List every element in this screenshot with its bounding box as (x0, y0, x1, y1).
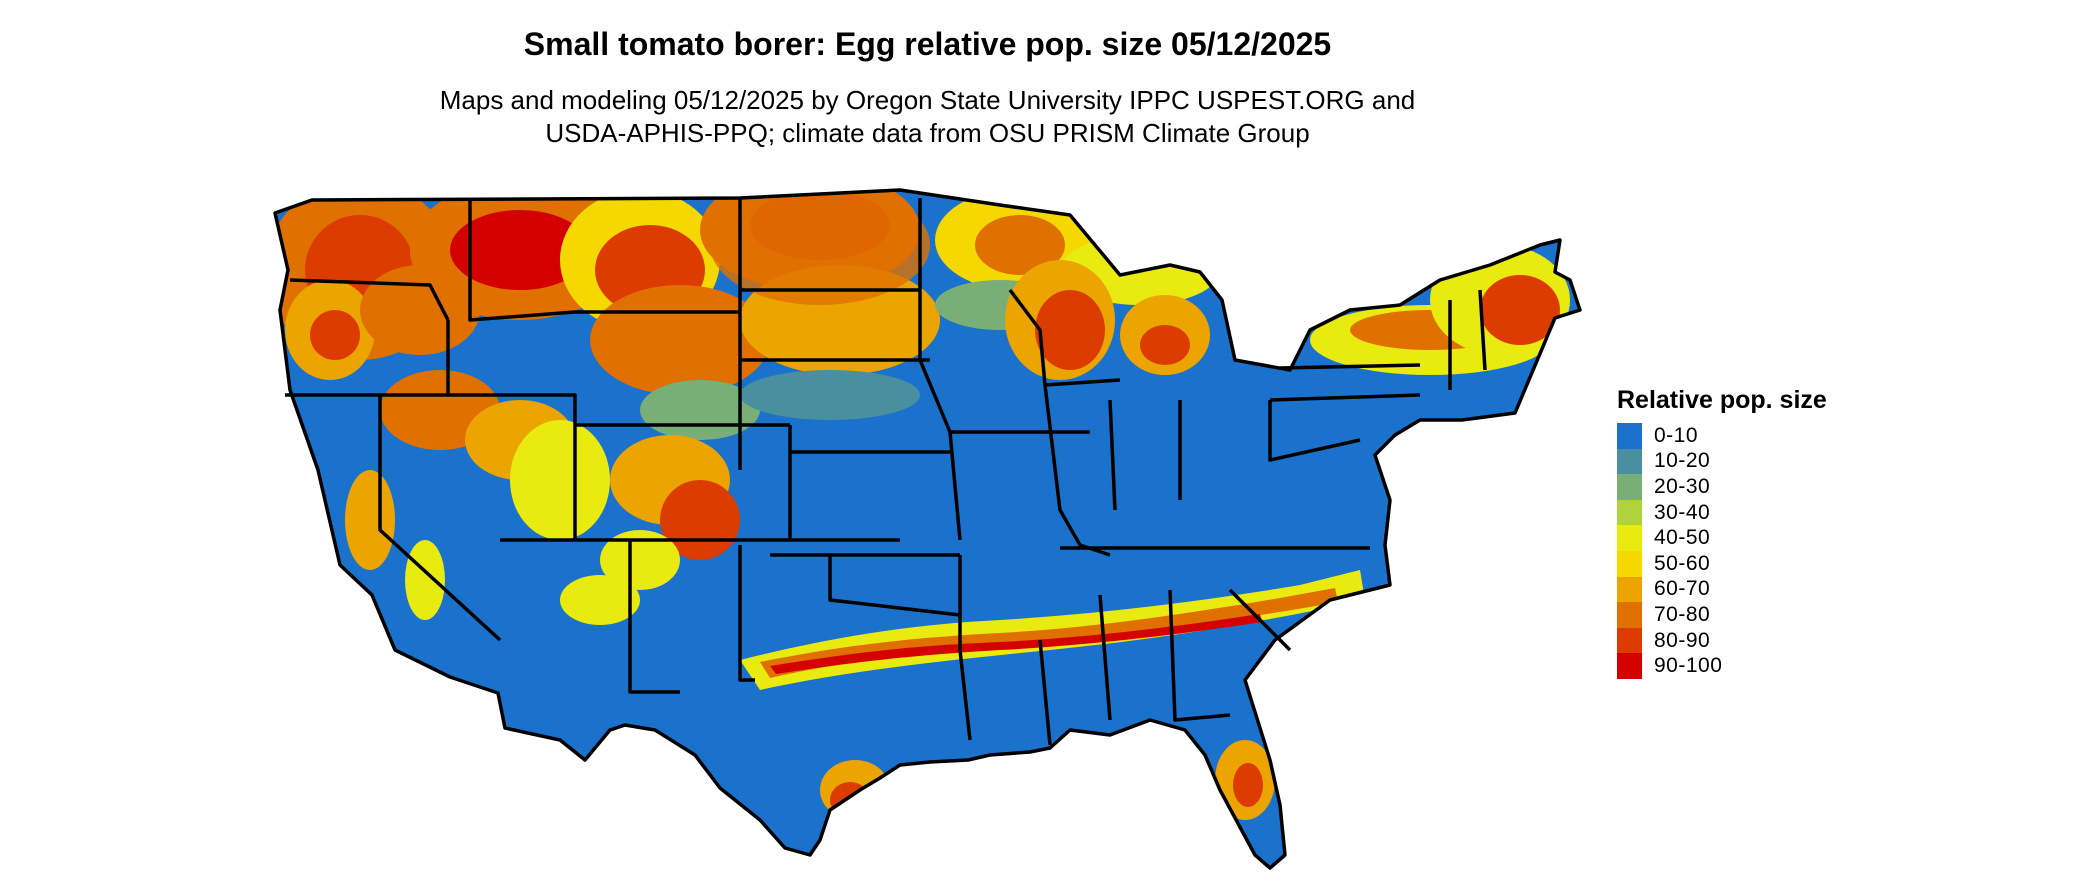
legend-title: Relative pop. size (1617, 386, 1827, 414)
legend-label: 70-80 (1654, 602, 1711, 626)
legend-label: 60-70 (1654, 577, 1711, 601)
legend-swatch (1617, 499, 1642, 526)
subtitle-line-2: USDA-APHIS-PPQ; climate data from OSU PR… (545, 118, 1310, 148)
legend-item: 70-80 (1617, 602, 1827, 628)
legend-item: 0-10 (1617, 423, 1827, 449)
subtitle-line-1: Maps and modeling 05/12/2025 by Oregon S… (439, 85, 1416, 115)
national-outline (273, 188, 1582, 870)
us-map (273, 188, 1582, 870)
legend-swatch (1617, 602, 1642, 628)
map-subtitle: Maps and modeling 05/12/2025 by Oregon S… (0, 84, 1855, 150)
legend-label: 10-20 (1654, 449, 1711, 473)
legend-label: 90-100 (1654, 654, 1723, 678)
legend-label: 0-10 (1654, 423, 1699, 447)
legend-label: 80-90 (1654, 628, 1711, 652)
legend-item: 30-40 (1617, 499, 1827, 526)
legend-label: 50-60 (1654, 551, 1711, 575)
high-pop-western-mountains (285, 265, 740, 625)
legend-item: 50-60 (1617, 550, 1827, 577)
legend-swatch (1617, 550, 1642, 577)
map-title: Small tomato borer: Egg relative pop. si… (523, 26, 1332, 62)
legend-item: 60-70 (1617, 576, 1827, 603)
legend-swatch (1617, 423, 1642, 449)
legend-swatch (1617, 576, 1642, 603)
legend-swatch (1617, 627, 1642, 654)
legend-label: 40-50 (1654, 526, 1711, 550)
raster-layer (275, 190, 1580, 868)
legend-item: 20-30 (1617, 474, 1827, 500)
legend-items: 0-10 10-20 20-30 30-40 40-50 50-60 60-70… (1617, 423, 1827, 679)
legend-item: 10-20 (1617, 448, 1827, 475)
state-boundaries (273, 188, 1582, 870)
legend: Relative pop. size 0-10 10-20 20-30 30-4… (1617, 386, 1827, 679)
legend-swatch (1617, 525, 1642, 551)
legend-item: 80-90 (1617, 627, 1827, 654)
legend-item: 90-100 (1617, 653, 1827, 679)
legend-label: 20-30 (1654, 474, 1711, 498)
legend-swatch (1617, 653, 1642, 679)
legend-swatch (1617, 448, 1642, 475)
legend-item: 40-50 (1617, 525, 1827, 551)
legend-swatch (1617, 474, 1642, 500)
legend-label: 30-40 (1654, 500, 1711, 524)
